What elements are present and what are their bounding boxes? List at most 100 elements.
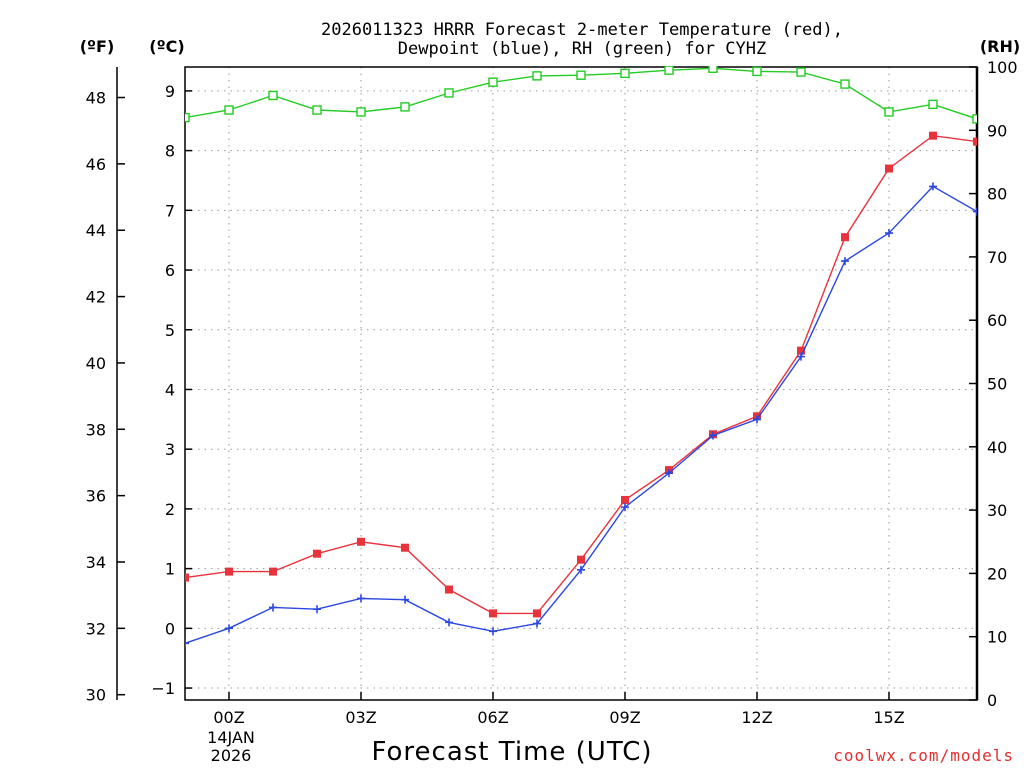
dewpoint-point: [973, 207, 977, 216]
temperature-line: [185, 134, 977, 615]
dewpoint-point: [185, 639, 189, 648]
temperature-point: [185, 573, 189, 582]
rh-point: [224, 105, 234, 115]
rh-tick-label: 90: [987, 121, 1007, 140]
series-lines: [185, 66, 977, 648]
temperature-point: [357, 537, 365, 546]
rh-point: [840, 79, 850, 89]
fahrenheit-tick-label: 36: [86, 487, 106, 506]
dewpoint-point: [753, 415, 761, 424]
rh-point: [488, 77, 498, 87]
rh-point: [185, 112, 190, 123]
x-tick-label: 15Z: [873, 708, 904, 727]
dewpoint-point: [797, 352, 805, 361]
x-tick-label: 12Z: [741, 708, 772, 727]
x-tick-label: 06Z: [477, 708, 508, 727]
temperature-point: [973, 137, 977, 146]
credit-label: coolwx.com/models: [833, 746, 1014, 765]
temperature-point: [929, 131, 937, 140]
x-tick-label: 09Z: [609, 708, 640, 727]
dewpoint-point: [269, 603, 277, 612]
rh-tick-label: 50: [987, 375, 1007, 394]
rh-point: [796, 67, 806, 77]
fahrenheit-tick-label: 46: [86, 155, 106, 174]
temperature-point: [313, 549, 321, 558]
dewpoint-point: [929, 182, 937, 191]
gridlines: [185, 67, 977, 700]
rh-point: [356, 107, 366, 117]
rh-tick-label: 10: [987, 628, 1007, 647]
celsius-tick-label: 8: [165, 142, 175, 161]
rh-unit-label: (RH): [980, 37, 1020, 56]
rh-point: [972, 114, 977, 124]
temperature-point: [445, 585, 453, 594]
dewpoint-point: [489, 627, 497, 636]
temperature-point: [401, 543, 409, 552]
dewpoint-point: [709, 431, 717, 440]
rh-point: [708, 66, 718, 73]
dewpoint-point: [577, 565, 585, 574]
celsius-unit-label: (ºC): [149, 37, 184, 56]
rh-point: [268, 90, 278, 101]
celsius-tick-label: 4: [165, 380, 175, 399]
temperature-point: [841, 233, 849, 242]
fahrenheit-tick-label: 42: [86, 288, 106, 307]
rh-point: [884, 107, 894, 117]
rh-point: [664, 66, 674, 75]
rh-tick-label: 70: [987, 248, 1007, 267]
celsius-tick-label: 3: [165, 440, 175, 459]
fahrenheit-tick-label: 44: [86, 221, 106, 240]
temperature-point: [797, 346, 805, 355]
temperature-point: [577, 555, 585, 564]
dewpoint-point: [885, 229, 893, 238]
fahrenheit-unit-label: (ºF): [80, 37, 115, 56]
x-tick-label: 03Z: [345, 708, 376, 727]
rh-point: [576, 70, 586, 80]
rh-tick-label: 30: [987, 501, 1007, 520]
temperature-point: [225, 567, 233, 576]
temperature-point: [269, 567, 277, 576]
celsius-tick-label: 6: [165, 261, 175, 280]
rh-tick-label: 60: [987, 311, 1007, 330]
series-rh: [185, 66, 977, 124]
dewpoint-point: [357, 594, 365, 603]
rh-tick-label: 40: [987, 438, 1007, 457]
axes-ticks: −101234567893032343638404244464801020304…: [86, 58, 1018, 727]
celsius-tick-label: 5: [165, 321, 175, 340]
series-temperature: [185, 131, 977, 618]
fahrenheit-tick-label: 38: [86, 420, 106, 439]
rh-point: [928, 99, 938, 110]
rh-point: [532, 71, 542, 81]
dewpoint-line: [185, 185, 977, 644]
fahrenheit-tick-label: 34: [86, 553, 106, 572]
dewpoint-point: [665, 469, 673, 478]
dewpoint-point: [841, 257, 849, 266]
dewpoint-point: [225, 624, 233, 633]
fahrenheit-tick-label: 30: [86, 686, 106, 705]
rh-tick-label: 100: [987, 58, 1018, 77]
date-year-label: 2026: [211, 746, 252, 765]
dewpoint-point: [621, 503, 629, 512]
chart-title-line-1: 2026011323 HRRR Forecast 2-meter Tempera…: [321, 20, 843, 40]
plot-area-frame: [184, 66, 978, 701]
celsius-tick-label: 7: [165, 201, 175, 220]
rh-point: [312, 105, 322, 115]
celsius-tick-label: 0: [165, 619, 175, 638]
rh-point: [400, 102, 410, 112]
celsius-tick-label: 2: [165, 500, 175, 519]
dewpoint-point: [313, 605, 321, 614]
dewpoint-point: [445, 618, 453, 627]
rh-tick-label: 80: [987, 185, 1007, 204]
temperature-point: [621, 495, 629, 504]
celsius-tick-label: 1: [165, 560, 175, 579]
series-dewpoint: [185, 182, 977, 648]
rh-tick-label: 20: [987, 564, 1007, 583]
temperature-point: [533, 609, 541, 618]
fahrenheit-tick-label: 40: [86, 354, 106, 373]
rh-tick-label: 0: [987, 691, 997, 710]
temperature-point: [885, 164, 893, 173]
rh-point: [752, 66, 762, 77]
dewpoint-point: [533, 619, 541, 628]
celsius-tick-label: 9: [165, 82, 175, 101]
